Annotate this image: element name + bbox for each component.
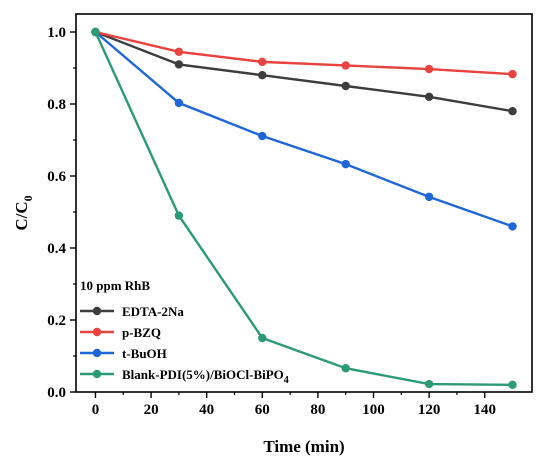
y-axis-label-main: C/C xyxy=(12,201,31,230)
x-tick-label: 100 xyxy=(362,402,385,418)
data-point xyxy=(424,92,434,102)
x-tick-label: 60 xyxy=(255,402,270,418)
data-point xyxy=(341,159,350,169)
data-point xyxy=(424,379,434,389)
data-point xyxy=(341,61,350,70)
series-line xyxy=(94,31,513,386)
series-blank-pdi-5-biocl-bipo xyxy=(91,27,517,389)
legend-swatch-marker xyxy=(92,348,102,358)
data-point xyxy=(174,211,184,220)
series-line xyxy=(94,31,513,228)
legend-item: Blank-PDI(5%)/BiOCl-BiPO4 xyxy=(80,367,289,386)
x-tick-label: 40 xyxy=(199,402,214,418)
data-point xyxy=(508,380,517,389)
y-tick-label: 0.6 xyxy=(47,169,66,185)
legend-label: p-BZQ xyxy=(122,325,161,340)
y-tick-label: 0.4 xyxy=(47,241,66,257)
x-tick-label: 20 xyxy=(144,402,159,418)
series-line xyxy=(95,30,513,113)
data-point xyxy=(341,364,350,373)
data-point xyxy=(258,71,267,80)
legend-item: EDTA-2Na xyxy=(80,304,184,319)
y-tick-label: 0.8 xyxy=(47,97,66,113)
data-point xyxy=(258,333,267,343)
x-tick-label: 140 xyxy=(473,402,496,418)
data-point xyxy=(258,131,267,141)
data-point xyxy=(174,98,184,108)
legend-swatch-marker xyxy=(92,306,102,316)
data-point xyxy=(508,69,517,79)
plot-border xyxy=(75,13,533,393)
data-point xyxy=(174,60,184,69)
data-point xyxy=(424,64,434,74)
legend-label: Blank-PDI(5%)/BiOCl-BiPO4 xyxy=(122,367,289,386)
data-point xyxy=(508,107,517,116)
series-layer xyxy=(91,27,517,389)
x-tick-label: 80 xyxy=(310,402,325,418)
legend-item: p-BZQ xyxy=(80,325,161,340)
x-axis-label: Time (min) xyxy=(263,437,344,456)
data-point xyxy=(174,47,184,56)
y-tick-label: 0.0 xyxy=(47,385,66,401)
y-axis-label: C/C0 xyxy=(12,195,35,230)
legend-label: EDTA-2Na xyxy=(122,304,184,319)
legend: 10 ppm RhB EDTA-2Na p-BZQ t-BuOH Blank-PDI(5… xyxy=(80,278,289,386)
x-tick-label: 120 xyxy=(418,402,441,418)
y-axis-label-sub: 0 xyxy=(21,195,35,201)
series-edta-2na xyxy=(91,27,517,116)
series-p-bzq xyxy=(91,27,517,79)
y-tick-label: 0.2 xyxy=(47,313,66,329)
plot-frame xyxy=(75,13,533,393)
legend-swatch-marker xyxy=(92,327,102,337)
data-point xyxy=(508,222,517,231)
data-point xyxy=(424,192,434,202)
legend-swatch-marker xyxy=(92,369,102,379)
series-line xyxy=(95,30,513,76)
legend-item: t-BuOH xyxy=(80,346,167,361)
legend-title: 10 ppm RhB xyxy=(80,278,150,293)
data-point xyxy=(258,57,267,67)
tick-layer: 0 20 40 60 80 100 120 140 0.0 0.2 0.4 0.6 0.8 1.0 xyxy=(47,25,496,418)
x-tick-label: 0 xyxy=(92,402,100,418)
series-t-buoh xyxy=(91,27,517,231)
data-point xyxy=(91,27,100,37)
legend-label: t-BuOH xyxy=(122,346,167,361)
y-tick-label: 1.0 xyxy=(47,25,66,41)
data-point xyxy=(341,81,350,91)
